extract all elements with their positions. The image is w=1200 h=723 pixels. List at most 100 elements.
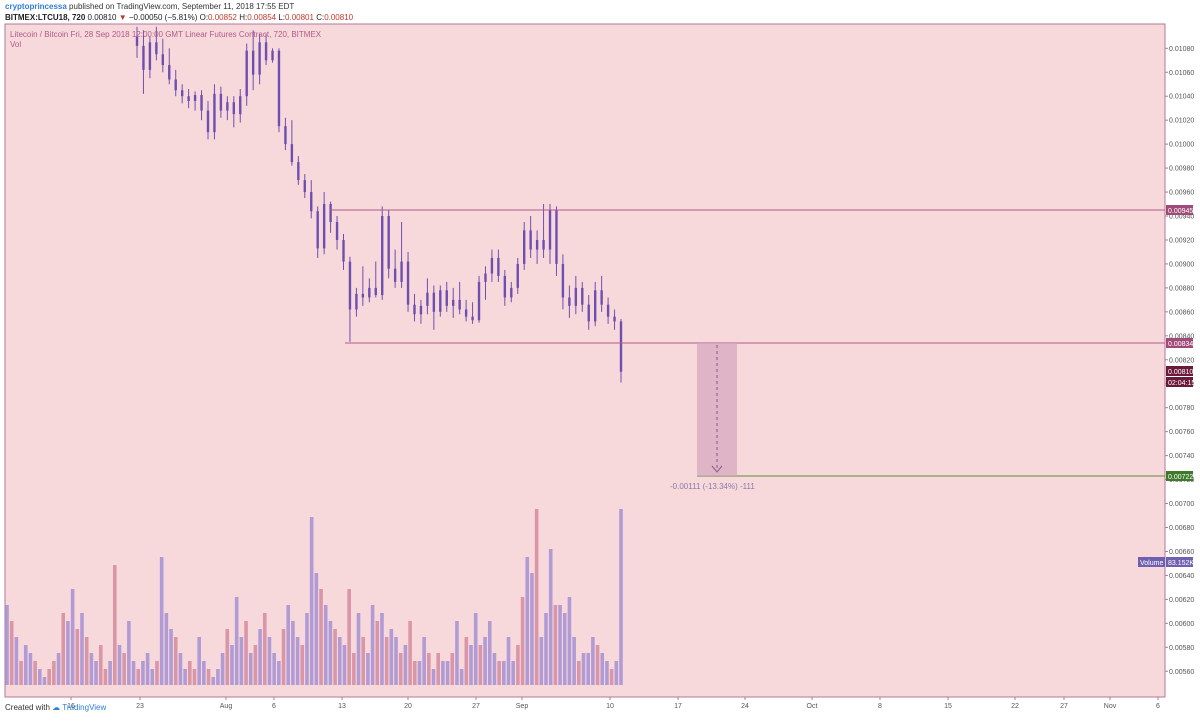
price-scale[interactable]: 0.01080 0.01060 0.01040 0.01020 0.01000 0.009… bbox=[1165, 46, 1194, 676]
candle-body bbox=[574, 287, 578, 306]
volume-bar bbox=[89, 653, 94, 685]
price-tick-label: 0.00980 bbox=[1169, 166, 1194, 173]
candle-body bbox=[174, 79, 177, 91]
volume-bar bbox=[544, 613, 548, 685]
volume-bar bbox=[408, 621, 412, 685]
low-label: L: bbox=[278, 13, 286, 22]
volume-bar bbox=[459, 669, 464, 685]
candle-body bbox=[510, 287, 513, 298]
close-label: C: bbox=[316, 13, 325, 22]
volume-bar bbox=[548, 549, 553, 685]
volume-bar bbox=[595, 645, 600, 685]
volume-value-text: 83.152K bbox=[1168, 560, 1194, 567]
volume-bar bbox=[375, 621, 380, 685]
candle-body bbox=[555, 210, 558, 264]
candle-body bbox=[381, 216, 384, 296]
time-tick-label: 6 bbox=[1156, 703, 1160, 710]
time-tick-label: 8 bbox=[878, 703, 882, 710]
volume-bar bbox=[253, 645, 258, 685]
volume-bar bbox=[534, 509, 539, 685]
candle-body bbox=[490, 257, 494, 274]
publish-info: cryptoprincessa published on TradingView… bbox=[5, 2, 294, 11]
measure-box[interactable] bbox=[697, 343, 737, 476]
candle-body bbox=[277, 50, 281, 127]
volume-bar bbox=[108, 661, 112, 685]
author-link[interactable]: cryptoprincessa bbox=[5, 2, 67, 11]
time-tick-label: Oct bbox=[807, 703, 818, 710]
time-tick-label: Nov bbox=[1104, 703, 1117, 710]
tradingview-brand-link[interactable]: TradingView bbox=[62, 703, 107, 712]
candle-body bbox=[264, 42, 268, 61]
candle-body bbox=[426, 292, 429, 306]
candle-body bbox=[355, 293, 358, 310]
volume-bar bbox=[422, 637, 426, 685]
candle-body bbox=[258, 42, 261, 75]
time-scale[interactable]: 16 23 Aug 6 13 20 27 Sep 10 17 24 Oct 8 15 22 27 Nov 6 bbox=[67, 697, 1160, 710]
volume-bar bbox=[356, 613, 361, 685]
candle-body bbox=[484, 273, 487, 282]
volume-bar bbox=[572, 637, 576, 685]
price-tick-label: 0.00580 bbox=[1169, 645, 1194, 652]
last-price-badge bbox=[1166, 366, 1193, 376]
candle-body bbox=[290, 144, 294, 163]
price-tick-label: 0.01060 bbox=[1169, 70, 1194, 77]
candle-body bbox=[335, 222, 339, 240]
volume-value-badge bbox=[1166, 557, 1193, 567]
price-tick-label: 0.01020 bbox=[1169, 118, 1194, 125]
volume-bar bbox=[103, 669, 108, 685]
countdown-text: 02:04:15 bbox=[1168, 380, 1195, 387]
time-tick-label: 13 bbox=[338, 703, 346, 710]
volume-bar bbox=[309, 517, 314, 685]
target-price-text: 0.00722 bbox=[1168, 474, 1193, 481]
volume-bar bbox=[305, 613, 309, 685]
volume-bar bbox=[47, 669, 51, 685]
price-tick-label: 0.01000 bbox=[1169, 142, 1194, 149]
time-tick-label: 27 bbox=[472, 703, 480, 710]
candle-body bbox=[271, 50, 274, 61]
volume-bar bbox=[380, 613, 384, 685]
volume-bar bbox=[497, 661, 501, 685]
volume-bar bbox=[192, 669, 197, 685]
candle-body bbox=[239, 96, 242, 115]
volume-bar bbox=[94, 661, 98, 685]
volume-bar bbox=[248, 653, 253, 685]
time-tick-label: Sep bbox=[516, 703, 529, 710]
volume-bar bbox=[136, 669, 141, 685]
candle-body bbox=[452, 299, 455, 306]
resistance-price-badge bbox=[1166, 205, 1193, 215]
volume-bar bbox=[586, 653, 590, 685]
candle-body bbox=[568, 297, 571, 306]
high-value: 0.00854 bbox=[247, 13, 277, 22]
volume-bar bbox=[66, 621, 70, 685]
volume-bar bbox=[61, 613, 66, 685]
volume-bar bbox=[347, 589, 351, 685]
candle-body bbox=[148, 42, 152, 70]
volume-bar bbox=[591, 637, 595, 685]
volume-bar bbox=[539, 637, 544, 685]
volume-bar bbox=[520, 597, 525, 685]
candle-body bbox=[606, 304, 610, 317]
volume-bar bbox=[445, 661, 450, 685]
volume-bar bbox=[295, 637, 300, 685]
last-price-text: 0.00810 bbox=[1168, 369, 1193, 376]
volume-bar bbox=[609, 669, 614, 685]
volume-bar bbox=[155, 661, 159, 685]
candle-body bbox=[593, 290, 597, 322]
volume-bar bbox=[553, 605, 558, 685]
volume-bar bbox=[478, 645, 483, 685]
candle-body bbox=[168, 65, 171, 80]
candle-body bbox=[135, 36, 139, 46]
candle-body bbox=[180, 90, 184, 97]
volume-bar bbox=[300, 645, 305, 685]
candle-body bbox=[587, 304, 590, 322]
chart-panel bbox=[4, 23, 1166, 698]
price-tick-label: 0.00620 bbox=[1169, 597, 1194, 604]
candle-body bbox=[251, 50, 255, 75]
candle-body bbox=[516, 263, 519, 288]
open-label: O: bbox=[199, 13, 209, 22]
volume-bar bbox=[258, 629, 262, 685]
candle-body bbox=[329, 204, 332, 223]
volume-bar bbox=[328, 621, 333, 685]
